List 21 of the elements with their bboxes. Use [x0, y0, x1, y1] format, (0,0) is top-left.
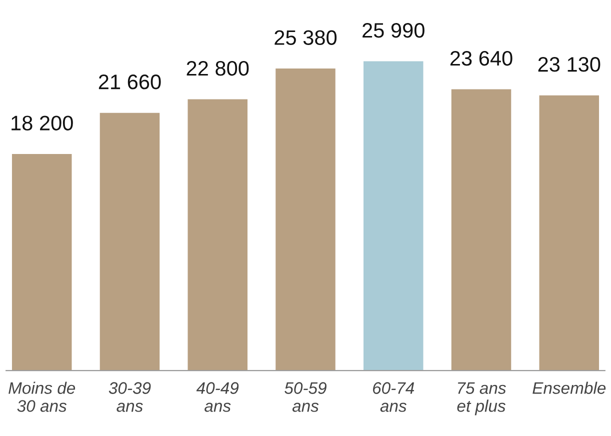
data-label: 22 800: [186, 60, 249, 76]
bar: [364, 61, 424, 371]
x-tick-label: 50-59 ans: [284, 382, 326, 412]
data-label: 25 380: [274, 30, 337, 45]
bar: [276, 68, 336, 371]
data-label: 23 130: [538, 57, 600, 72]
x-tick-label: 75 ans et plus: [457, 382, 506, 416]
data-label: 23 640: [450, 50, 512, 66]
data-label: 25 990: [362, 22, 424, 38]
x-tick-label: Ensemble: [532, 382, 606, 394]
bar: [12, 154, 72, 371]
x-tick-label: 40-49 ans: [196, 382, 239, 412]
x-tick-label: 30-39 ans: [108, 382, 151, 412]
bar: [451, 89, 512, 371]
data-label: 21 660: [98, 74, 161, 90]
x-tick-label: 60-74 ans: [373, 382, 414, 412]
bar: [188, 99, 248, 371]
bar: [100, 112, 160, 371]
x-tick-label: Moins de 30 ans: [8, 382, 76, 412]
data-label: 18 200: [12, 116, 73, 130]
bar: [539, 95, 600, 371]
